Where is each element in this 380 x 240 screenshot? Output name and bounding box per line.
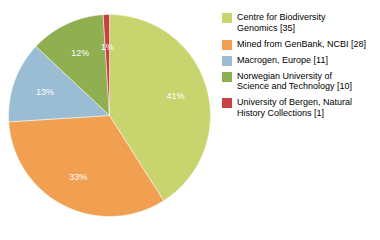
svg-text:33%: 33% <box>69 172 87 182</box>
html-text:Mined from GenBank, NCBI [28]: Mined from GenBank, NCBI [28] <box>237 38 367 49</box>
svg-text:1%: 1% <box>101 42 114 52</box>
html-text:University of Bergen, Natural: University of Bergen, Natural History Co… <box>237 97 353 118</box>
svg-text:41%: 41% <box>166 91 184 101</box>
svg-text:13%: 13% <box>36 87 54 97</box>
html-text:Macrogen, Europe [11]: Macrogen, Europe [11] <box>237 54 328 65</box>
html-text:Norwegian University of Scienc: Norwegian University of Science and Tech… <box>237 70 352 92</box>
html-text:Centre for Biodiversity Genomi: Centre for Biodiversity Genomics [35] <box>237 12 326 33</box>
svg-text:12%: 12% <box>71 48 89 58</box>
